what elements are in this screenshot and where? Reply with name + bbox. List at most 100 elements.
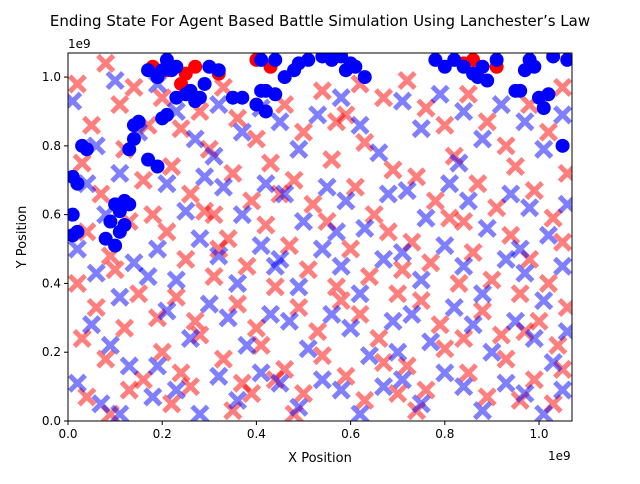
agent-marker-x bbox=[429, 195, 441, 207]
agent-marker-x bbox=[194, 408, 206, 420]
agent-marker-x bbox=[184, 381, 196, 393]
agent-marker-x bbox=[547, 212, 559, 224]
agent-marker-x bbox=[335, 295, 347, 307]
agent-marker-x bbox=[199, 171, 211, 183]
agent-marker-x bbox=[439, 343, 451, 355]
agent-marker-dot bbox=[476, 60, 490, 74]
agent-marker-x bbox=[283, 315, 295, 327]
agent-marker-x bbox=[425, 336, 437, 348]
agent-marker-x bbox=[194, 233, 206, 245]
agent-marker-x bbox=[265, 157, 277, 169]
x-axis: 0.0 0.2 0.4 0.6 0.8 1.0 bbox=[58, 421, 548, 441]
agent-marker-x bbox=[467, 319, 479, 331]
agent-marker-dot bbox=[118, 194, 132, 208]
agent-marker-x bbox=[241, 260, 253, 272]
agent-marker-x bbox=[420, 212, 432, 224]
agent-marker-x bbox=[345, 243, 357, 255]
agent-marker-x bbox=[71, 243, 83, 255]
agent-marker-x bbox=[260, 219, 272, 231]
agent-marker-x bbox=[100, 353, 112, 365]
agent-marker-x bbox=[109, 264, 121, 276]
agent-marker-x bbox=[481, 222, 493, 234]
agent-marker-x bbox=[316, 243, 328, 255]
agent-marker-x bbox=[335, 260, 347, 272]
agent-marker-dot bbox=[122, 142, 136, 156]
agent-marker-x bbox=[378, 92, 390, 104]
y-axis-offset-label: 1e9 bbox=[68, 37, 91, 51]
agent-marker-x bbox=[255, 339, 267, 351]
agent-marker-x bbox=[232, 298, 244, 310]
agent-marker-x bbox=[396, 374, 408, 386]
agent-marker-dot bbox=[108, 239, 122, 253]
agent-marker-dot bbox=[268, 53, 282, 67]
agent-marker-x bbox=[373, 332, 385, 344]
agent-marker-x bbox=[128, 257, 140, 269]
agent-marker-x bbox=[495, 329, 507, 341]
x-tick-label: 0.6 bbox=[341, 427, 360, 441]
agent-marker-dot bbox=[259, 84, 273, 98]
agent-marker-x bbox=[401, 360, 413, 372]
agent-marker-x bbox=[509, 315, 521, 327]
x-axis-offset-label: 1e9 bbox=[548, 449, 571, 463]
agent-marker-x bbox=[477, 405, 489, 417]
agent-marker-x bbox=[345, 322, 357, 334]
agent-marker-x bbox=[514, 243, 526, 255]
agent-marker-dot bbox=[556, 139, 570, 153]
agent-marker-x bbox=[524, 202, 536, 214]
y-axis: 0.0 0.2 0.4 0.6 0.8 1.0 bbox=[42, 70, 68, 428]
agent-marker-x bbox=[458, 260, 470, 272]
agent-marker-dot bbox=[80, 142, 94, 156]
agent-marker-dot bbox=[160, 108, 174, 122]
agent-marker-x bbox=[458, 105, 470, 117]
agent-marker-x bbox=[392, 387, 404, 399]
agent-marker-x bbox=[439, 119, 451, 131]
agent-marker-x bbox=[114, 408, 126, 420]
agent-marker-x bbox=[90, 267, 102, 279]
agent-marker-x bbox=[189, 315, 201, 327]
agent-marker-x bbox=[387, 315, 399, 327]
agent-marker-dot bbox=[103, 215, 117, 229]
agent-marker-x bbox=[453, 277, 465, 289]
agent-marker-x bbox=[302, 343, 314, 355]
agent-marker-x bbox=[514, 288, 526, 300]
agent-marker-x bbox=[246, 195, 258, 207]
agent-marker-x bbox=[175, 367, 187, 379]
agent-marker-x bbox=[232, 112, 244, 124]
agent-marker-x bbox=[340, 370, 352, 382]
agent-marker-x bbox=[255, 240, 267, 252]
agent-marker-x bbox=[312, 109, 324, 121]
agent-marker-x bbox=[156, 92, 168, 104]
agent-marker-x bbox=[500, 377, 512, 389]
agent-marker-x bbox=[557, 81, 569, 93]
agent-marker-x bbox=[382, 188, 394, 200]
agent-marker-x bbox=[462, 88, 474, 100]
agent-marker-x bbox=[448, 302, 460, 314]
agent-marker-x bbox=[528, 374, 540, 386]
agent-marker-x bbox=[147, 209, 159, 221]
agent-marker-x bbox=[302, 264, 314, 276]
agent-marker-x bbox=[396, 95, 408, 107]
agent-marker-x bbox=[542, 126, 554, 138]
agent-marker-x bbox=[340, 195, 352, 207]
agent-marker-x bbox=[368, 209, 380, 221]
agent-marker-x bbox=[293, 281, 305, 293]
agent-marker-x bbox=[335, 384, 347, 396]
agent-marker-x bbox=[458, 332, 470, 344]
agent-marker-x bbox=[208, 271, 220, 283]
agent-marker-x bbox=[542, 229, 554, 241]
agent-marker-x bbox=[444, 212, 456, 224]
agent-marker-dot bbox=[118, 218, 132, 232]
agent-marker-x bbox=[246, 387, 258, 399]
agent-marker-x bbox=[156, 346, 168, 358]
agent-marker-x bbox=[373, 147, 385, 159]
agent-marker-x bbox=[561, 198, 573, 210]
agent-marker-x bbox=[335, 92, 347, 104]
y-tick-label: 0.0 bbox=[42, 414, 61, 428]
agent-marker-x bbox=[166, 398, 178, 410]
agent-marker-x bbox=[326, 308, 338, 320]
agent-marker-x bbox=[71, 277, 83, 289]
agent-marker-x bbox=[481, 391, 493, 403]
agent-marker-x bbox=[363, 350, 375, 362]
agent-marker-dot bbox=[212, 63, 226, 77]
